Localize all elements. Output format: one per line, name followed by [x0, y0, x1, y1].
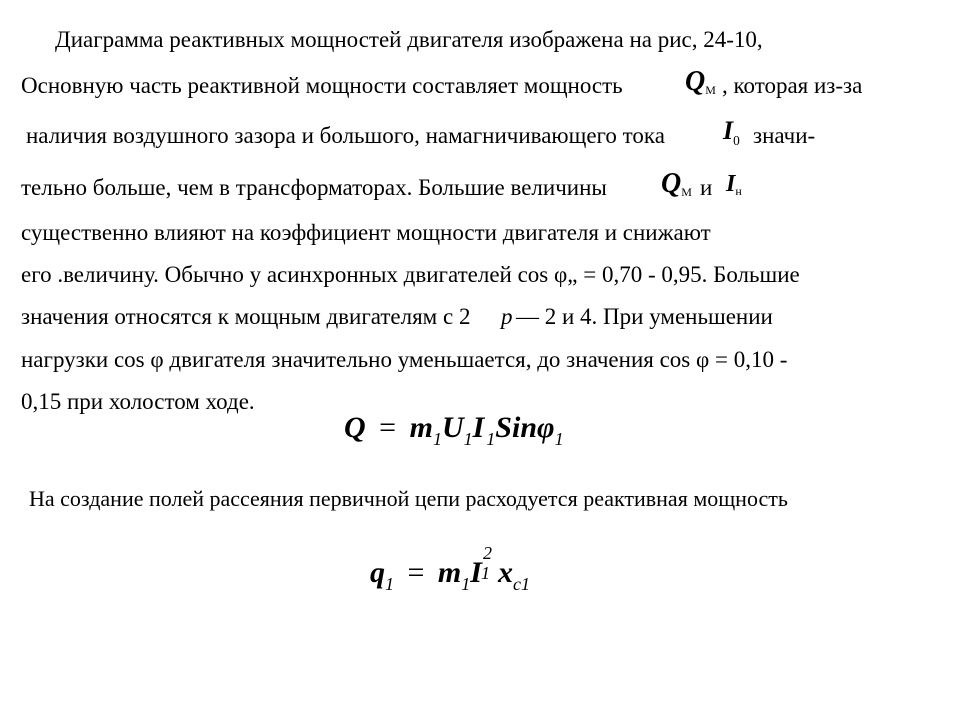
- paragraph-line: тельно больше, чем в трансформаторах. Бо…: [21, 176, 607, 199]
- eq2-m-sub: 1: [461, 574, 470, 594]
- paragraph-line: и: [700, 176, 712, 199]
- eq1-m-sub: 1: [433, 429, 442, 449]
- paragraph-line: его .величину. Обычно у асинхронных двиг…: [21, 263, 800, 286]
- paragraph-line: нагрузки cos φ двигателя значительно уме…: [21, 348, 787, 371]
- paragraph-line: — 2 и 4. При уменьшении: [516, 305, 773, 328]
- eq1-Q: Q: [344, 411, 366, 444]
- eq2-I-sub: 1: [481, 564, 490, 582]
- paragraph-line: значения относятся к мощным двигателям с…: [21, 305, 470, 328]
- eq2-q-sub: 1: [385, 574, 394, 594]
- equation-Q: Q = m1U1I1Sinφ1: [344, 413, 564, 443]
- paragraph-line: На создание полей рассеяния первичной це…: [29, 488, 788, 510]
- eq2-q: q: [370, 556, 385, 589]
- symbol-I0: I0: [723, 118, 740, 144]
- eq1-m: m: [410, 411, 433, 444]
- equals-sign: =: [402, 556, 431, 589]
- equals-sign: =: [373, 411, 402, 444]
- eq1-U: U: [442, 411, 464, 444]
- paragraph-line: , которая из-за: [722, 74, 862, 97]
- eq1-I-sub: 1: [486, 429, 495, 449]
- eq2-I-sup: 2: [483, 544, 492, 562]
- symbol-p: р: [501, 305, 513, 328]
- paragraph-line: существенно влияют на коэффициент мощнос…: [21, 221, 711, 244]
- symbol-Qm: QМ: [685, 68, 716, 96]
- eq2-m: m: [438, 556, 461, 589]
- eq1-Sin: Sin: [495, 411, 537, 444]
- equation-q1: q1 = m1I21xc1: [370, 558, 530, 588]
- paragraph-line: значи-: [753, 124, 815, 147]
- paragraph-line: наличия воздушного зазора и большого, на…: [26, 124, 665, 147]
- eq1-I: I: [473, 411, 487, 444]
- symbol-Qm: QМ: [661, 170, 692, 198]
- paragraph-line: Основную часть реактивной мощности соста…: [21, 74, 623, 97]
- symbol-In: Iн: [726, 172, 742, 196]
- paragraph-line: 0,15 при холостом ходе.: [21, 390, 255, 413]
- eq1-U-sub: 1: [464, 429, 473, 449]
- eq2-x-sub-1: 1: [521, 574, 530, 594]
- paragraph-line: Диаграмма реактивных мощностей двигателя…: [55, 28, 763, 51]
- eq2-x-sub-c: c: [513, 574, 521, 594]
- eq1-phi: φ: [537, 411, 555, 444]
- eq1-phi-sub: 1: [555, 429, 564, 449]
- document-page: Диаграмма реактивных мощностей двигателя…: [0, 0, 960, 720]
